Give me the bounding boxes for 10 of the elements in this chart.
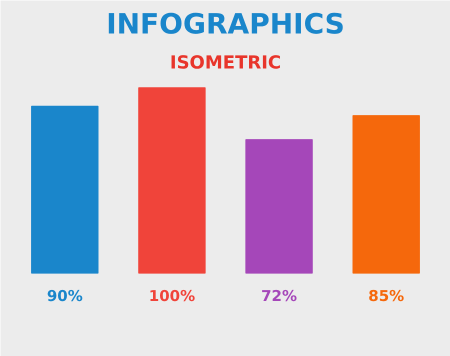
data-label: 72% xyxy=(261,287,298,306)
data-label: 90% xyxy=(46,287,83,306)
bar xyxy=(352,115,420,274)
data-label: 85% xyxy=(368,287,404,306)
data-label: 100% xyxy=(148,287,196,306)
bar xyxy=(245,139,313,274)
bar xyxy=(31,106,98,274)
bar xyxy=(138,87,206,274)
chart-subtitle: ISOMETRIC xyxy=(170,52,282,74)
chart-title: INFOGRAPHICS xyxy=(106,8,345,40)
